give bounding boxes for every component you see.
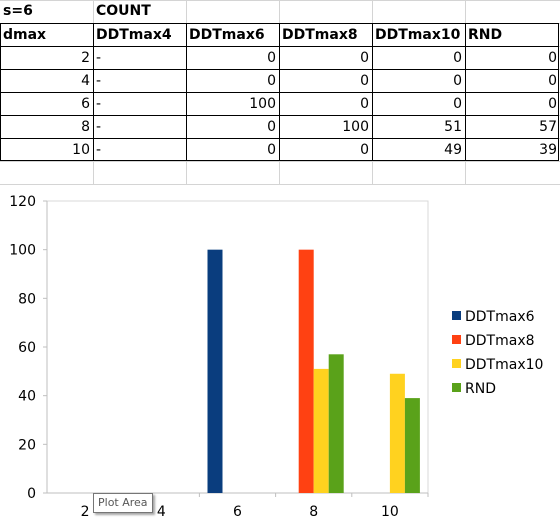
legend-label: DDTmax8 xyxy=(465,333,535,349)
y-tick-label: 0 xyxy=(27,486,36,502)
bar-rnd xyxy=(329,354,344,493)
table-cell: 10 xyxy=(0,139,93,162)
bar-ddtmax10 xyxy=(314,369,329,493)
table-cell: 0 xyxy=(372,47,465,70)
bar-ddtmax6 xyxy=(208,250,223,493)
table-cell: 0 xyxy=(372,70,465,93)
legend-swatch xyxy=(452,335,461,344)
table-cell: 0 xyxy=(186,116,279,139)
legend-label: DDTmax10 xyxy=(465,357,543,373)
table-cell: 0 xyxy=(372,93,465,116)
plot-area xyxy=(47,201,428,493)
y-tick-label: 40 xyxy=(18,389,36,405)
table-cell: 49 xyxy=(372,139,465,162)
bar-rnd xyxy=(405,398,420,493)
table-cell: 6 xyxy=(0,93,93,116)
y-tick-label: 100 xyxy=(9,243,36,259)
y-tick-label: 120 xyxy=(9,194,36,210)
gridline-row xyxy=(0,184,560,185)
table-cell: 0 xyxy=(465,47,560,70)
bar-ddtmax8 xyxy=(299,250,314,493)
column-header: DDTmax4 xyxy=(93,24,186,47)
table-cell: 57 xyxy=(465,116,560,139)
table-cell: 51 xyxy=(372,116,465,139)
table-cell: 8 xyxy=(0,116,93,139)
table-cell: 0 xyxy=(186,47,279,70)
y-tick-label: 60 xyxy=(18,340,36,356)
x-tick-label: 10 xyxy=(381,504,399,520)
bar-ddtmax10 xyxy=(390,374,405,493)
table-cell: - xyxy=(93,116,186,139)
table-cell: 100 xyxy=(279,116,372,139)
plot-area-tooltip: Plot Area xyxy=(93,493,153,513)
table-cell: - xyxy=(93,47,186,70)
table-cell: - xyxy=(93,139,186,162)
bar-chart[interactable]: 0 20 40 60 80 100 120 2 4 6 8 10 DDTmax6 DDTmax8 DDTma… xyxy=(0,186,560,532)
cell-label-s: s=6 xyxy=(0,0,93,23)
cell-label-count: COUNT xyxy=(93,0,186,23)
column-header: DDTmax6 xyxy=(186,24,279,47)
table-cell: - xyxy=(93,93,186,116)
legend-swatch xyxy=(452,383,461,392)
table-cell: 0 xyxy=(279,47,372,70)
y-tick-label: 80 xyxy=(18,291,36,307)
legend-swatch xyxy=(452,311,461,320)
table-cell: 0 xyxy=(186,70,279,93)
table-cell: 0 xyxy=(465,93,560,116)
column-header: dmax xyxy=(0,24,93,47)
x-tick-label: 4 xyxy=(157,504,166,520)
table-cell: 0 xyxy=(279,93,372,116)
legend-label: RND xyxy=(465,381,496,397)
table-cell: - xyxy=(93,70,186,93)
table-cell: 0 xyxy=(465,70,560,93)
x-tick-label: 2 xyxy=(81,504,90,520)
table-cell: 4 xyxy=(0,70,93,93)
column-header: DDTmax10 xyxy=(372,24,465,47)
table-cell: 100 xyxy=(186,93,279,116)
legend-swatch xyxy=(452,359,461,368)
column-header: RND xyxy=(465,24,560,47)
table-cell: 2 xyxy=(0,47,93,70)
y-tick-label: 20 xyxy=(18,437,36,453)
legend-label: DDTmax6 xyxy=(465,309,535,325)
x-tick-label: 8 xyxy=(309,504,318,520)
column-header: DDTmax8 xyxy=(279,24,372,47)
table-cell: 0 xyxy=(279,139,372,162)
table-cell: 0 xyxy=(186,139,279,162)
table-cell: 0 xyxy=(279,70,372,93)
x-tick-label: 6 xyxy=(233,504,242,520)
table-cell: 39 xyxy=(465,139,560,162)
spreadsheet-grid: s=6 COUNT dmax DDTmax4 DDTmax6 DDTmax8 DDTmax1… xyxy=(0,0,560,184)
